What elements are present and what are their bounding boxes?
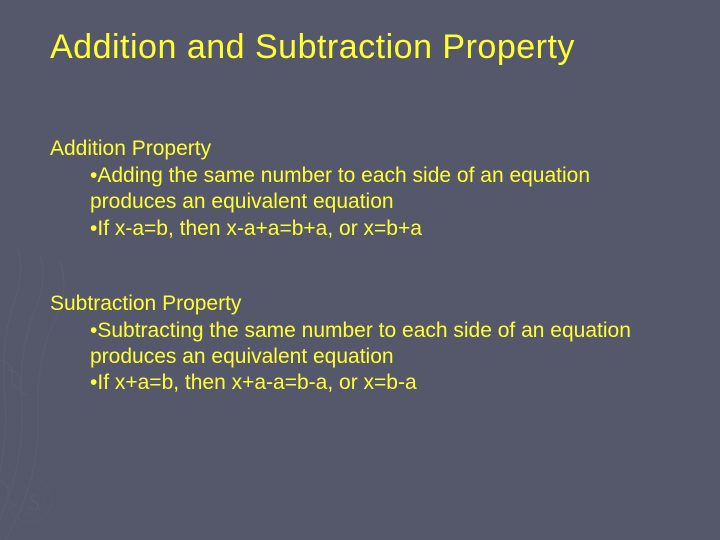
section-heading: Subtraction Property	[50, 292, 670, 316]
svg-text:S: S	[28, 490, 40, 516]
bullet-item: •If x-a=b, then x-a+a=b+a, or x=b+a	[90, 216, 670, 242]
section-subtraction: Subtraction Property •Subtracting the sa…	[50, 292, 670, 397]
bullet-text: Adding the same number to each side of a…	[90, 164, 590, 213]
bullet-block: •Adding the same number to each side of …	[90, 163, 670, 242]
section-addition: Addition Property •Adding the same numbe…	[50, 137, 670, 242]
slide-content: Addition Property •Adding the same numbe…	[50, 137, 670, 397]
bullet-text: If x-a=b, then x-a+a=b+a, or x=b+a	[97, 217, 422, 240]
bullet-block: •Subtracting the same number to each sid…	[90, 318, 670, 397]
slide-title: Addition and Subtraction Property	[50, 28, 670, 67]
bullet-text: Subtracting the same number to each side…	[90, 319, 631, 368]
bullet-text: If x+a=b, then x+a-a=b-a, or x=b-a	[97, 371, 416, 394]
slide: S Addition and Subtraction Property Addi…	[0, 0, 720, 540]
section-heading: Addition Property	[50, 137, 670, 161]
bullet-item: •If x+a=b, then x+a-a=b-a, or x=b-a	[90, 370, 670, 396]
bullet-item: •Subtracting the same number to each sid…	[90, 318, 670, 371]
bullet-item: •Adding the same number to each side of …	[90, 163, 670, 216]
